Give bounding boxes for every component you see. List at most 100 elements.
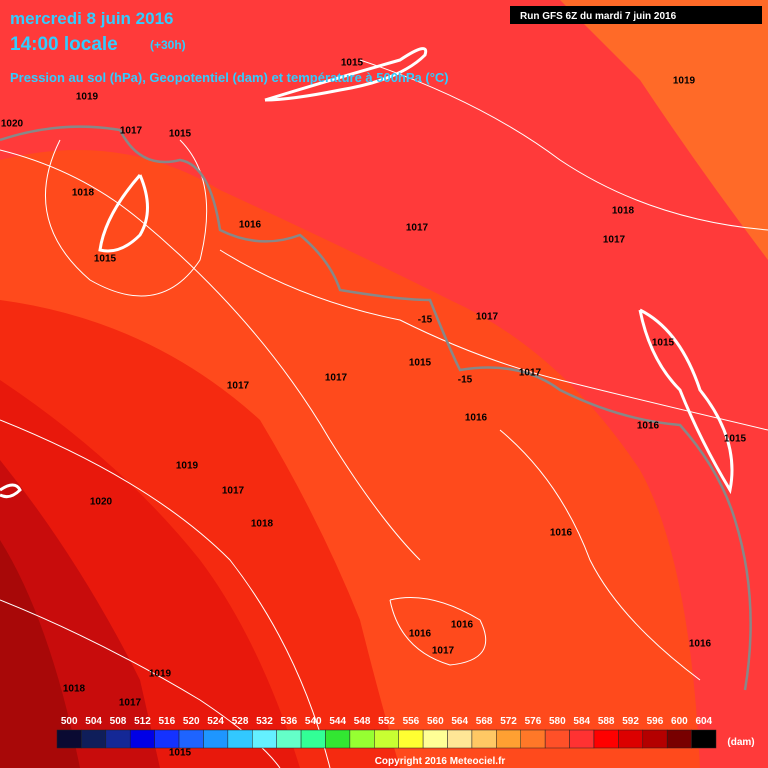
scale-swatch xyxy=(496,729,521,749)
isobar-label: 1017 xyxy=(222,486,245,497)
isobar-label: 1015 xyxy=(94,254,117,265)
copyright: Copyright 2016 Meteociel.fr xyxy=(375,756,506,767)
run-box xyxy=(510,6,762,24)
isobar-label: 1019 xyxy=(176,461,199,472)
scale-label: 520 xyxy=(183,716,200,727)
scale-swatch xyxy=(129,729,155,749)
scale-swatch xyxy=(154,729,180,749)
isobar-label: 1017 xyxy=(119,698,142,709)
isobar-label: 1017 xyxy=(120,126,143,137)
scale-label: 536 xyxy=(281,716,298,727)
isobar-label: 1016 xyxy=(637,421,660,432)
time: 14:00 locale xyxy=(10,34,118,55)
scale-unit: (dam) xyxy=(727,737,754,748)
scale-swatch xyxy=(544,729,570,749)
scale-label: 512 xyxy=(134,716,151,727)
isobar-label: 1017 xyxy=(325,373,348,384)
scale-swatch xyxy=(666,729,692,749)
scale-swatch xyxy=(422,729,448,749)
scale-swatch xyxy=(447,729,473,749)
scale-swatch xyxy=(593,729,619,749)
scale-swatch xyxy=(618,729,644,749)
scale-swatch xyxy=(276,729,302,749)
isobar-label: 1019 xyxy=(76,92,99,103)
isobar-label: 1015 xyxy=(409,358,432,369)
isobar-label: 1017 xyxy=(406,223,429,234)
run-label: Run GFS 6Z du mardi 7 juin 2016 xyxy=(520,11,677,22)
isobar-label: 1019 xyxy=(673,76,696,87)
scale-label: 588 xyxy=(598,716,615,727)
scale-swatch xyxy=(569,729,595,749)
isobar-label: 1015 xyxy=(724,434,747,445)
scale-label: 508 xyxy=(110,716,127,727)
isobar-label: 1017 xyxy=(603,235,626,246)
scale-label: 560 xyxy=(427,716,444,727)
scale-label: 556 xyxy=(403,716,420,727)
isobar-label: 1017 xyxy=(519,368,542,379)
scale-label: 500 xyxy=(61,716,78,727)
scale-swatch xyxy=(398,729,424,749)
isobar-label: 1017 xyxy=(432,646,455,657)
isobar-label: 1018 xyxy=(72,188,95,199)
scale-swatch xyxy=(252,729,277,749)
scale-label: 552 xyxy=(378,716,395,727)
scale-swatch xyxy=(691,729,717,749)
scale-swatch xyxy=(642,729,668,749)
scale-swatch xyxy=(227,729,253,749)
scale-label: 584 xyxy=(573,716,590,727)
scale-label: 572 xyxy=(500,716,517,727)
scale-label: 504 xyxy=(85,716,102,727)
scale-label: 576 xyxy=(525,716,542,727)
isobar-label: 1017 xyxy=(227,381,250,392)
band xyxy=(0,540,80,768)
scale-swatch xyxy=(56,729,82,749)
isobar-label: 1020 xyxy=(1,119,24,130)
temperature-label: -15 xyxy=(458,375,473,386)
isobar-label: 1016 xyxy=(465,413,488,424)
band xyxy=(560,0,768,260)
offset: (+30h) xyxy=(150,38,186,52)
scale-label: 528 xyxy=(232,716,249,727)
isobar-label: 1015 xyxy=(341,58,364,69)
isobar-label: 1018 xyxy=(63,684,86,695)
border-line xyxy=(0,125,752,691)
scale-label: 592 xyxy=(622,716,639,727)
isobar-label: 1016 xyxy=(689,639,712,650)
scale-label: 548 xyxy=(354,716,371,727)
isobar-label: 1016 xyxy=(550,528,573,539)
isobar-label: 1016 xyxy=(239,220,262,231)
scale-label: 580 xyxy=(549,716,566,727)
scale-label: 564 xyxy=(451,716,468,727)
scale-label: 516 xyxy=(158,716,175,727)
color-scale: 500 504 508 512 516 520 524 528 532 536 540 544 548 5… xyxy=(56,716,755,749)
scale-swatch xyxy=(105,729,131,749)
scale-label: 600 xyxy=(671,716,688,727)
isobar-label: 1019 xyxy=(149,669,172,680)
scale-label: 544 xyxy=(329,716,346,727)
scale-swatch xyxy=(471,729,497,749)
date: mercredi 8 juin 2016 xyxy=(10,9,173,28)
isobar-label: 1018 xyxy=(251,519,274,530)
scale-label: 540 xyxy=(305,716,322,727)
isobar-label: 1020 xyxy=(90,497,113,508)
scale-swatch xyxy=(178,729,204,749)
isobar-label: 1016 xyxy=(409,629,432,640)
scale-swatch xyxy=(520,729,546,749)
isobar-label: 1015 xyxy=(169,129,192,140)
scale-label: 524 xyxy=(207,716,224,727)
scale-swatch xyxy=(300,729,326,749)
scale-swatch xyxy=(325,729,351,749)
temperature-label: -15 xyxy=(418,315,433,326)
subtitle: Pression au sol (hPa), Geopotentiel (dam… xyxy=(10,70,449,85)
isobar-label: 1016 xyxy=(451,620,474,631)
isobar-label: 1015 xyxy=(169,748,192,759)
isobar-label: 1018 xyxy=(612,206,635,217)
scale-swatch xyxy=(203,729,229,749)
scale-swatch xyxy=(374,729,399,749)
isobar-label: 1017 xyxy=(476,312,499,323)
scale-label: 568 xyxy=(476,716,493,727)
thick-isobars xyxy=(0,47,734,499)
scale-swatch xyxy=(349,729,375,749)
